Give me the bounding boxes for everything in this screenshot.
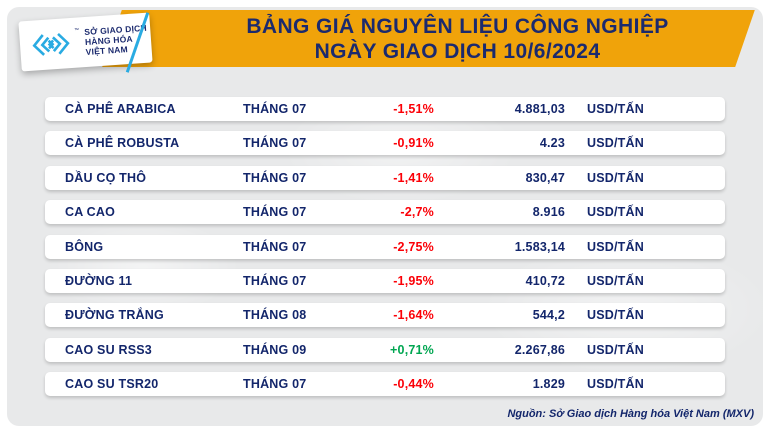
- price-value: 2.267,86: [514, 342, 565, 357]
- page-title-line1: BẢNG GIÁ NGUYÊN LIỆU CÔNG NGHIỆP: [246, 14, 669, 38]
- contract-month: THÁNG 07: [243, 136, 307, 151]
- commodity-name: BÔNG: [65, 239, 104, 254]
- percent-change: -2,7%: [400, 205, 434, 220]
- contract-month: THÁNG 09: [243, 342, 307, 357]
- commodity-name: CA CAO: [65, 205, 116, 220]
- commodity-name: CÀ PHÊ ARABICA: [65, 102, 176, 116]
- source-attribution: Nguồn: Sở Giao dịch Hàng hóa Việt Nam (M…: [507, 408, 754, 420]
- table-row: CÀ PHÊ ROBUSTA THÁNG 07 -0,91% 4.23 USD/…: [45, 131, 725, 156]
- price-value: 8.916: [532, 205, 565, 220]
- price-unit: USD/TẤN: [587, 136, 644, 151]
- commodity-name: CAO SU RSS3: [65, 342, 152, 357]
- price-value: 4.23: [539, 136, 565, 151]
- table-row: CAO SU TSR20 THÁNG 07 -0,44% 1.829 USD/T…: [45, 372, 725, 397]
- contract-month: THÁNG 07: [243, 170, 307, 185]
- price-value: 1.583,14: [514, 239, 565, 254]
- percent-change: -0,91%: [393, 136, 434, 151]
- price-table: CÀ PHÊ ARABICA THÁNG 07 -1,51% 4.881,03 …: [45, 97, 725, 397]
- price-unit: USD/TẤN: [587, 170, 644, 185]
- price-unit: USD/TẤN: [587, 377, 644, 392]
- percent-change: -1,41%: [393, 170, 434, 185]
- percent-change: -1,51%: [393, 102, 434, 116]
- contract-month: THÁNG 07: [243, 205, 307, 220]
- price-value: 1.829: [532, 377, 565, 392]
- commodity-name: CÀ PHÊ ROBUSTA: [65, 136, 180, 151]
- price-value: 410,72: [525, 273, 565, 288]
- price-unit: USD/TẤN: [587, 239, 644, 254]
- percent-change: -1,95%: [393, 273, 434, 288]
- percent-change: -1,64%: [393, 308, 434, 323]
- price-value: 830,47: [525, 170, 565, 185]
- contract-month: THÁNG 08: [243, 308, 307, 323]
- percent-change: +0,71%: [390, 342, 434, 357]
- table-row: ĐƯỜNG TRẮNG THÁNG 08 -1,64% 544,2 USD/TẤ…: [45, 303, 725, 328]
- table-row: CA CAO THÁNG 07 -2,7% 8.916 USD/TẤN: [45, 200, 725, 225]
- commodity-name: ĐƯỜNG 11: [65, 273, 133, 288]
- mxv-chevron-diamond-icon: [32, 32, 70, 56]
- table-row: DẦU CỌ THÔ THÁNG 07 -1,41% 830,47 USD/TẤ…: [45, 165, 725, 190]
- percent-change: -0,44%: [393, 377, 434, 392]
- table-row: ĐƯỜNG 11 THÁNG 07 -1,95% 410,72 USD/TẤN: [45, 268, 725, 293]
- commodity-name: DẦU CỌ THÔ: [65, 170, 147, 185]
- price-unit: USD/TẤN: [587, 342, 644, 357]
- percent-change: -2,75%: [393, 239, 434, 254]
- price-unit: USD/TẤN: [587, 102, 644, 116]
- page-title: BẢNG GIÁ NGUYÊN LIỆU CÔNG NGHIỆP NGÀY GI…: [112, 10, 745, 67]
- commodity-name: CAO SU TSR20: [65, 377, 159, 392]
- table-row: BÔNG THÁNG 07 -2,75% 1.583,14 USD/TẤN: [45, 234, 725, 259]
- contract-month: THÁNG 07: [243, 273, 307, 288]
- contract-month: THÁNG 07: [243, 377, 307, 392]
- table-row: CÀ PHÊ ARABICA THÁNG 07 -1,51% 4.881,03 …: [45, 97, 725, 121]
- price-unit: USD/TẤN: [587, 273, 644, 288]
- contract-month: THÁNG 07: [243, 239, 307, 254]
- price-value: 544,2: [532, 308, 565, 323]
- price-value: 4.881,03: [514, 102, 565, 116]
- page-title-line2: NGÀY GIAO DỊCH 10/6/2024: [314, 39, 601, 63]
- price-unit: USD/TẤN: [587, 205, 644, 220]
- commodity-name: ĐƯỜNG TRẮNG: [65, 308, 164, 323]
- contract-month: THÁNG 07: [243, 102, 307, 116]
- table-row: CAO SU RSS3 THÁNG 09 +0,71% 2.267,86 USD…: [45, 337, 725, 362]
- price-unit: USD/TẤN: [587, 308, 644, 323]
- trademark-symbol: ™: [73, 27, 80, 34]
- mxv-logo-card: ™ SỞ GIAO DỊCH HÀNG HÓA VIỆT NAM: [18, 12, 153, 72]
